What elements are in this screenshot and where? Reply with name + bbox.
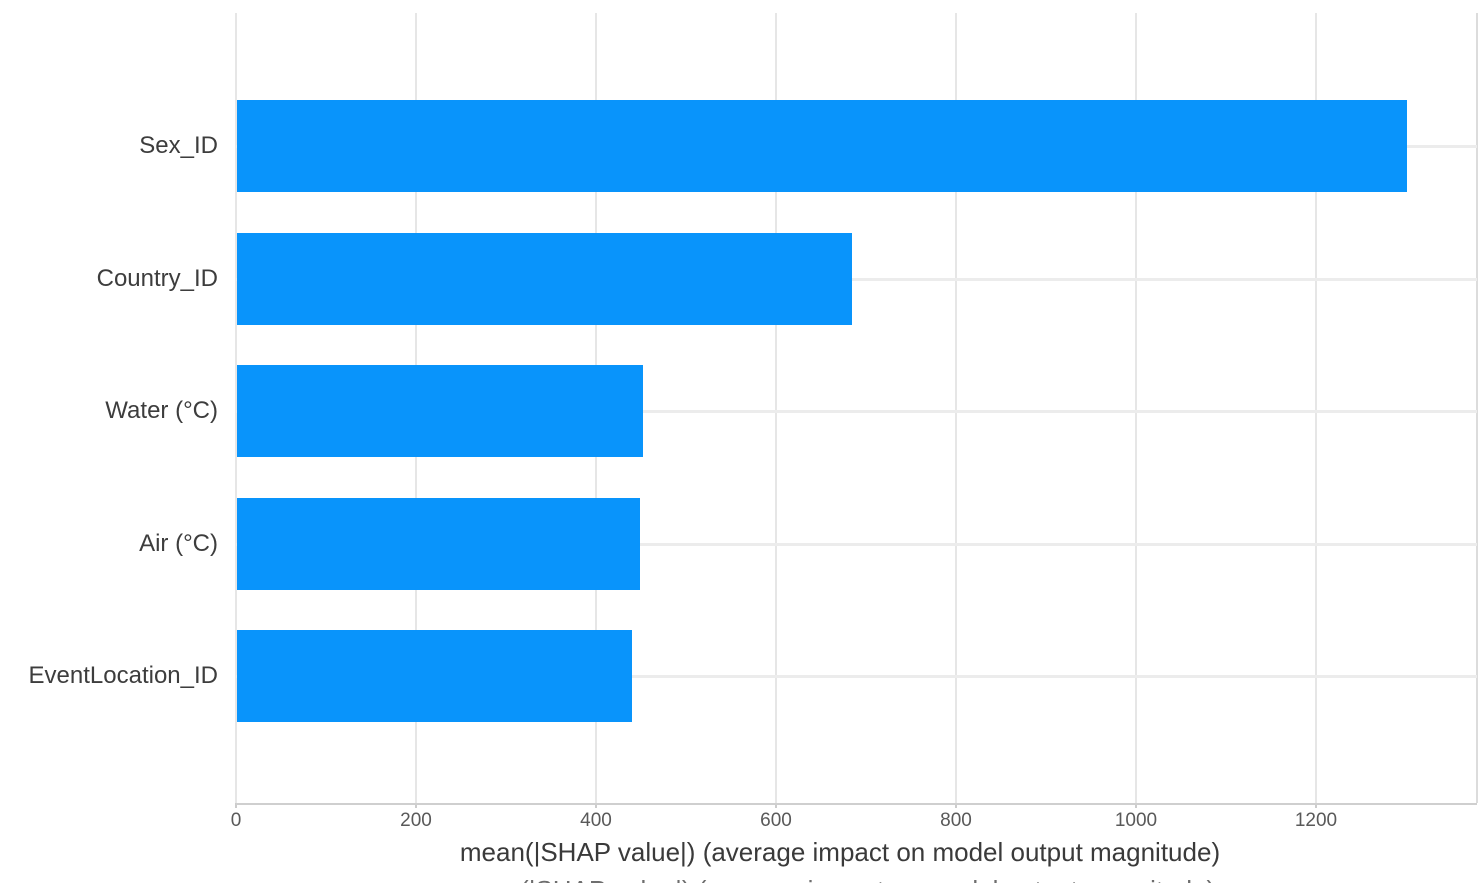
x-axis-line bbox=[236, 803, 1477, 805]
bar-sex-id bbox=[237, 100, 1407, 192]
bar-eventlocation-id bbox=[237, 630, 633, 722]
category-label-water-c: Water (°C) bbox=[105, 397, 218, 424]
x-tick-label-1000: 1000 bbox=[1114, 810, 1158, 831]
gridline-y-eventlocation-id bbox=[236, 675, 1477, 678]
category-label-country-id: Country_ID bbox=[96, 264, 218, 292]
x-tick-label-200: 200 bbox=[400, 810, 432, 831]
category-label-air-c: Air (°C) bbox=[139, 529, 218, 557]
bar-air-c bbox=[237, 497, 641, 590]
gridline-y-country-id bbox=[236, 277, 1477, 281]
x-tick-label-400: 400 bbox=[580, 810, 612, 831]
gridline-x-0 bbox=[235, 13, 237, 803]
gridline-x-600 bbox=[775, 13, 777, 803]
category-label-sex-id: Sex_ID bbox=[139, 132, 218, 159]
gridline-x-1000 bbox=[1135, 13, 1137, 803]
bar-water-c bbox=[237, 365, 643, 457]
x-axis-title: mean(|SHAP value|) (average impact on mo… bbox=[459, 837, 1221, 867]
x-tick-mark-0 bbox=[235, 803, 237, 808]
x-tick-mark-600 bbox=[775, 803, 777, 808]
x-tick-mark-400 bbox=[595, 803, 597, 808]
x-tick-label-0: 0 bbox=[230, 810, 242, 831]
panel-border-right bbox=[1476, 13, 1478, 803]
x-tick-mark-1000 bbox=[1135, 803, 1137, 808]
gridline-y-water-c bbox=[236, 410, 1477, 413]
x-tick-mark-200 bbox=[415, 803, 417, 808]
cropped-text-sliver: mean(|SHAP value|) (average impact on mo… bbox=[455, 875, 1255, 883]
x-tick-label-1200: 1200 bbox=[1294, 810, 1338, 831]
x-tick-mark-1200 bbox=[1315, 803, 1317, 808]
gridline-x-800 bbox=[955, 13, 957, 803]
x-tick-mark-800 bbox=[955, 803, 957, 808]
x-tick-label-800: 800 bbox=[940, 810, 972, 831]
bar-country-id bbox=[237, 232, 852, 325]
category-label-eventlocation-id: EventLocation_ID bbox=[28, 662, 218, 689]
gridline-y-air-c bbox=[236, 542, 1477, 546]
x-tick-label-600: 600 bbox=[760, 810, 792, 831]
gridline-x-1200 bbox=[1315, 13, 1317, 803]
